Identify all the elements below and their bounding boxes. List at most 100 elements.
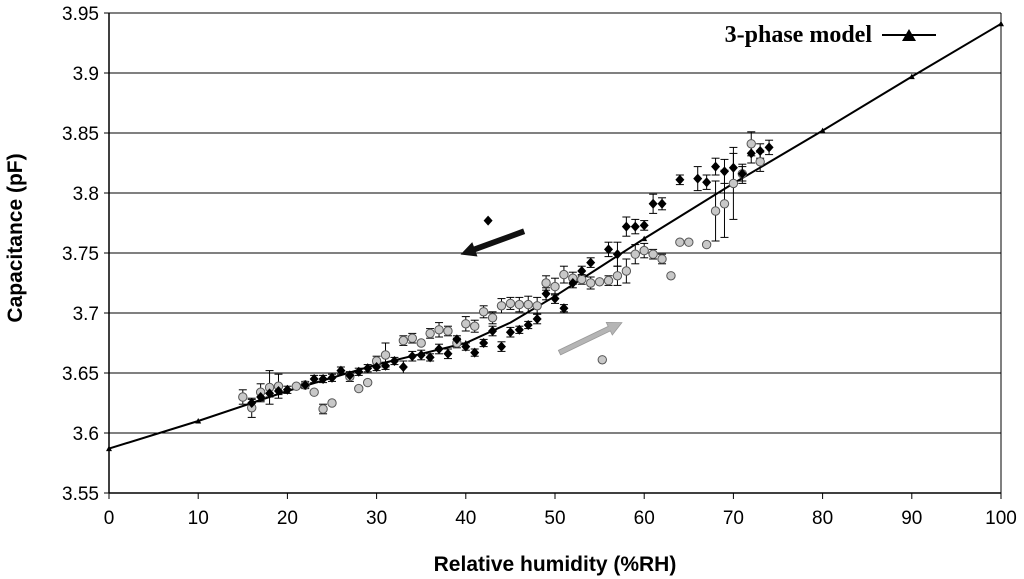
circle-point — [630, 249, 640, 259]
diamond-point — [523, 320, 533, 330]
legend-triangle-marker — [902, 29, 916, 41]
circle-point — [487, 313, 498, 323]
y-tick-label: 3.8 — [73, 184, 99, 205]
y-tick-label: 3.6 — [73, 424, 99, 445]
x-tick-labels: 0 10 20 30 40 50 60 70 80 90 100 — [104, 508, 1017, 529]
diamond-point — [389, 356, 399, 366]
x-tick-label: 10 — [188, 508, 209, 529]
x-tick-label: 30 — [366, 508, 387, 529]
circle-point — [318, 404, 328, 414]
diamond-point — [612, 249, 622, 260]
legend: 3-phase model — [668, 14, 940, 54]
y-tick-label: 3.95 — [62, 4, 99, 25]
diamond-point — [630, 221, 640, 232]
diamond-point — [434, 344, 444, 354]
circle-point — [728, 178, 739, 189]
model-point — [195, 418, 202, 424]
circle-point — [380, 350, 391, 360]
diamond-point — [372, 362, 382, 372]
error-bars — [238, 131, 774, 418]
x-tick-label: 80 — [812, 508, 833, 529]
y-tick-label: 3.75 — [62, 244, 99, 265]
diamond-point — [639, 220, 649, 231]
circle-point — [478, 307, 489, 317]
diamond-point — [559, 303, 569, 314]
diamond-point — [461, 341, 471, 352]
diamond-point — [483, 215, 493, 226]
diamond-point — [621, 221, 631, 232]
x-tick-label: 60 — [634, 508, 655, 529]
diamond-point — [488, 326, 498, 336]
diamond-point — [657, 198, 667, 209]
circle-point — [238, 392, 248, 402]
model-line — [108, 22, 1002, 450]
circle-point — [550, 281, 560, 292]
diamond-point — [711, 161, 721, 172]
x-tick-label: 100 — [985, 508, 1017, 529]
diamond-point — [256, 392, 266, 402]
circle-point — [407, 333, 417, 343]
circle-point — [291, 381, 302, 391]
circle-point — [523, 299, 533, 310]
circle-point — [594, 277, 605, 287]
legend-label: 3-phase model — [725, 22, 873, 48]
diamond-point — [398, 362, 408, 372]
diamond-point — [541, 288, 551, 299]
diamond-point — [719, 166, 729, 177]
diamond-series — [247, 142, 774, 408]
diamond-point — [514, 324, 524, 335]
y-tick-label: 3.55 — [62, 484, 99, 505]
circle-point — [496, 301, 507, 311]
diamond-point — [381, 360, 391, 371]
x-axis-title: Relative humidity (%RH) — [434, 553, 677, 576]
circle-point — [684, 237, 694, 247]
circle-point — [621, 266, 632, 276]
circle-point — [354, 383, 364, 394]
circle-point — [657, 254, 667, 264]
circle-point — [648, 249, 658, 259]
diamond-point — [416, 350, 426, 360]
circle-point — [612, 271, 623, 281]
diamond-point — [586, 257, 596, 268]
y-tick-labels: 3.55 3.6 3.65 3.7 3.75 3.8 3.85 3.9 3.95 — [62, 4, 99, 505]
diamond-point — [728, 162, 738, 173]
y-tick-label: 3.7 — [73, 304, 99, 325]
circle-point — [597, 355, 607, 365]
diamond-point — [550, 293, 560, 304]
diamond-point — [282, 384, 292, 395]
y-tick-label: 3.85 — [62, 124, 99, 145]
diamond-point — [273, 386, 283, 396]
diamond-point — [755, 146, 765, 156]
circle-point — [755, 157, 765, 167]
circle-point — [505, 298, 516, 309]
diamond-point — [265, 388, 275, 399]
diamond-point — [604, 244, 614, 255]
diamond-point — [737, 168, 747, 179]
diamond-point — [300, 380, 310, 390]
circle-point — [470, 321, 480, 331]
y-tick-label: 3.9 — [73, 64, 99, 85]
diamond-point — [345, 370, 355, 381]
diamond-point — [496, 341, 506, 352]
model-point — [106, 445, 112, 452]
circle-point — [532, 301, 542, 311]
diamond-point — [336, 365, 346, 376]
circle-point — [577, 274, 587, 285]
adsorption-arrow — [557, 321, 623, 356]
circle-point — [434, 325, 444, 335]
circle-point — [541, 278, 551, 288]
diamond-point — [764, 142, 774, 153]
circle-point — [603, 275, 614, 286]
circle-point — [639, 245, 649, 256]
diamond-point — [363, 363, 373, 374]
diamond-point — [577, 266, 587, 276]
diamond-point — [309, 374, 319, 384]
circle-point — [416, 338, 426, 348]
circle-series — [238, 139, 765, 414]
model-point — [998, 20, 1004, 27]
diamond-point — [532, 314, 542, 324]
diamond-point — [648, 198, 658, 209]
circle-point — [746, 139, 756, 149]
circle-point — [675, 237, 685, 247]
